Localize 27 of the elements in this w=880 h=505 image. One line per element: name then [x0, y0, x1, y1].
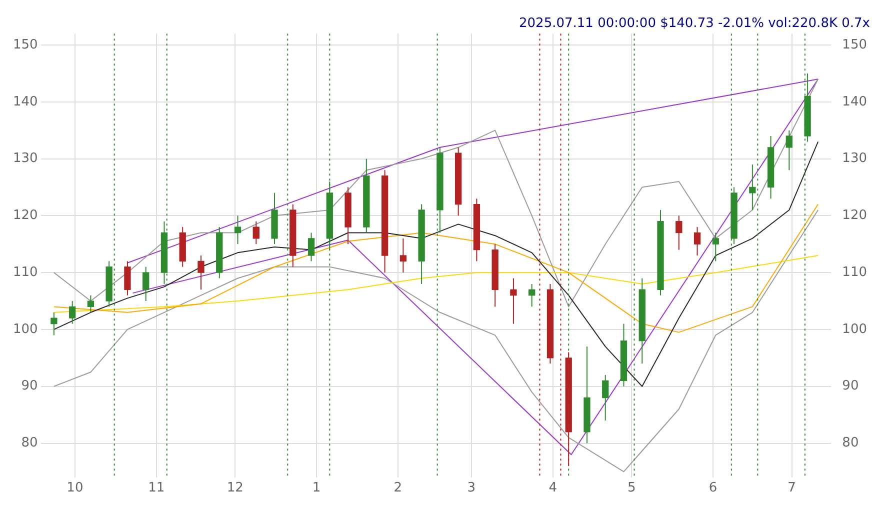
x-tick-label: 1	[312, 480, 321, 496]
y-tick-label: 80	[21, 436, 38, 451]
y-tick-label: 90	[21, 378, 38, 394]
y2-tick-label: 120	[842, 208, 868, 224]
chart-title: 2025.07.11 00:00:00 $140.73 -2.01% vol:220.8K 0.7x	[519, 16, 870, 32]
x-tick-label: 5	[627, 480, 636, 496]
y-tick-label: 110	[12, 264, 38, 280]
y-tick-label: 130	[12, 151, 38, 166]
y2-tick-label: 150	[842, 37, 868, 52]
y2-tick-label: 110	[842, 264, 868, 280]
x-tick-label: 12	[226, 480, 244, 496]
y-tick-label: 120	[12, 208, 38, 224]
x-tick-label: 6	[708, 480, 718, 496]
y2-tick-label: 90	[842, 378, 859, 394]
y-tick-label: 150	[12, 37, 38, 52]
x-tick-label: 4	[548, 480, 557, 496]
x-tick-label: 2	[394, 480, 402, 496]
y2-tick-label: 100	[842, 322, 868, 337]
x-tick-label: 7	[788, 480, 796, 496]
x-tick-label: 10	[66, 480, 84, 496]
y-tick-label: 100	[12, 322, 38, 337]
y2-tick-label: 140	[842, 94, 868, 110]
y2-tick-label: 80	[842, 436, 859, 451]
x-tick-label: 3	[467, 480, 476, 496]
y-tick-label: 140	[12, 94, 38, 110]
x-tick-label: 11	[148, 480, 165, 496]
y2-tick-label: 130	[842, 151, 868, 166]
